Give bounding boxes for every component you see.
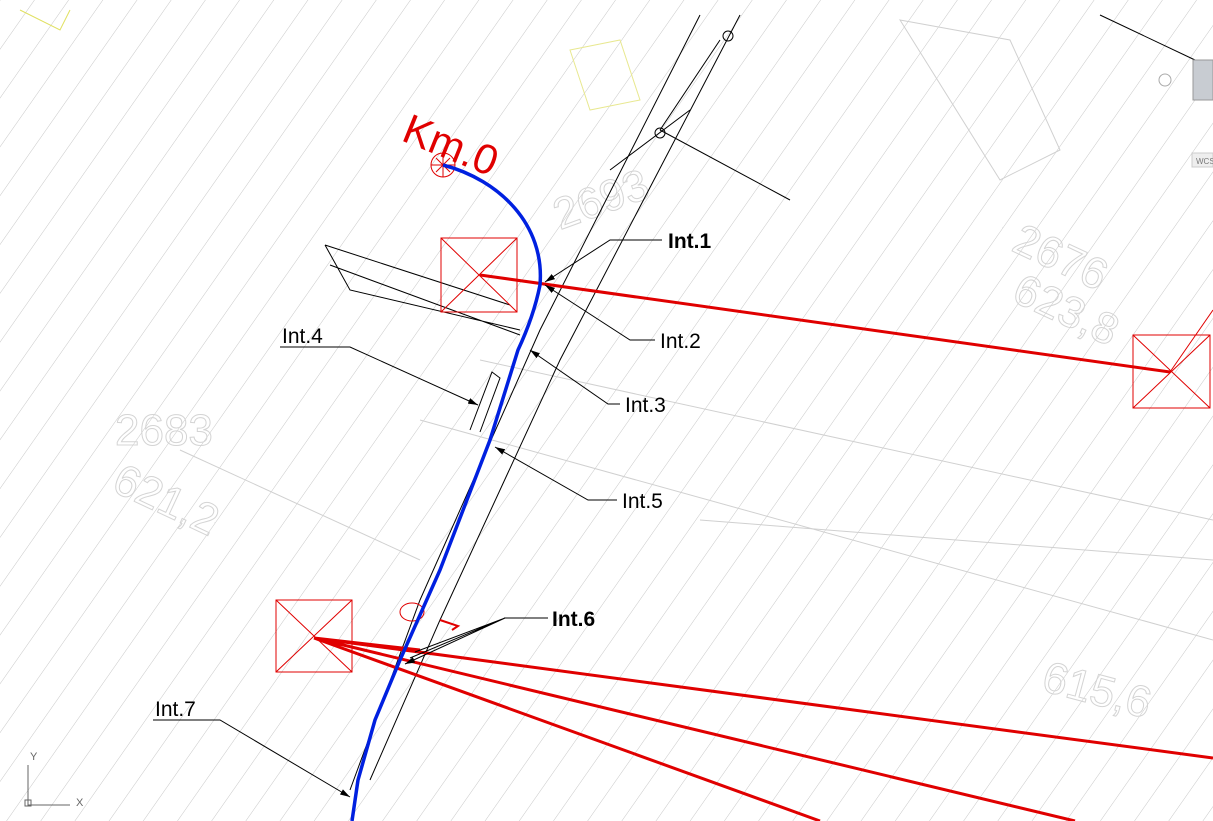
ucs-x: X: [76, 797, 84, 809]
int-label: Int.3: [625, 394, 666, 417]
bg-number: 2683: [115, 406, 213, 455]
int-label: Int.1: [668, 230, 711, 253]
int-label: Int.7: [155, 698, 196, 721]
cad-viewport: 2693 2676 623,8 2683 621,2 615,6 Km.0: [0, 0, 1213, 821]
wcs-label: WCS: [1196, 157, 1213, 166]
int-label: Int.2: [660, 330, 701, 353]
int-label: Int.6: [552, 608, 595, 631]
int-label: Int.4: [282, 325, 323, 348]
int-label: Int.5: [622, 490, 663, 513]
ucs-y: Y: [30, 751, 38, 763]
